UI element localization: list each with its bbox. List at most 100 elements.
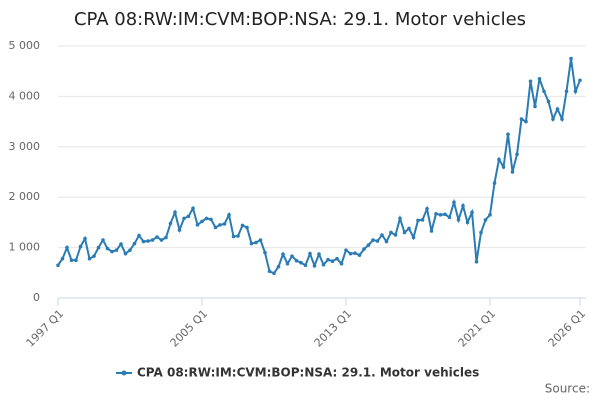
data-point — [236, 234, 240, 238]
data-point — [474, 259, 479, 264]
data-point — [123, 251, 128, 256]
data-point — [191, 206, 195, 211]
data-point — [420, 218, 425, 222]
data-point — [101, 238, 105, 242]
data-point — [141, 239, 146, 244]
data-point — [227, 213, 231, 217]
data-point — [456, 218, 461, 222]
y-tick-label: 1 000 — [9, 241, 41, 254]
data-point — [303, 263, 308, 268]
data-point — [506, 132, 510, 136]
data-point — [573, 89, 578, 94]
data-point — [479, 230, 483, 235]
data-point — [510, 170, 515, 174]
data-point — [515, 152, 519, 157]
data-point — [132, 241, 137, 246]
legend-marker — [121, 370, 127, 376]
data-point — [393, 233, 398, 237]
data-point — [69, 258, 74, 263]
data-point — [461, 203, 465, 208]
data-point — [429, 229, 434, 233]
data-point — [578, 78, 582, 83]
data-point — [245, 225, 249, 230]
data-point — [375, 239, 380, 243]
data-point — [564, 89, 569, 94]
data-point — [182, 216, 186, 221]
data-point — [204, 216, 209, 221]
legend: CPA 08:RW:IM:CVM:BOP:NSA: 29.1. Motor ve… — [116, 366, 479, 380]
data-point — [56, 263, 60, 268]
data-point — [281, 252, 285, 256]
data-point — [213, 225, 218, 230]
data-point — [569, 56, 573, 61]
y-tick-label: 0 — [33, 291, 40, 304]
y-tick-label: 3 000 — [9, 140, 41, 153]
data-point — [519, 117, 524, 121]
data-point — [114, 248, 119, 252]
data-point — [402, 230, 407, 235]
data-point — [537, 76, 542, 81]
data-point — [200, 219, 204, 224]
data-point — [65, 245, 69, 250]
data-point — [299, 260, 303, 265]
data-point — [344, 248, 348, 252]
data-point — [483, 218, 488, 222]
data-point — [353, 251, 357, 255]
data-point — [497, 157, 501, 162]
data-point — [357, 253, 362, 257]
data-point — [555, 107, 560, 111]
data-point — [186, 214, 191, 219]
data-point — [528, 79, 533, 84]
data-point — [443, 212, 447, 217]
data-point — [146, 239, 150, 243]
data-point — [263, 250, 267, 255]
data-point — [384, 239, 389, 244]
data-point — [276, 264, 281, 269]
data-point — [231, 234, 236, 239]
data-point — [348, 251, 353, 256]
data-point — [92, 254, 96, 258]
data-point — [96, 245, 101, 250]
data-point — [258, 238, 263, 242]
data-point — [164, 235, 168, 240]
data-point — [438, 213, 443, 217]
data-point — [240, 223, 245, 228]
data-point — [249, 241, 254, 246]
data-point — [335, 256, 339, 261]
data-point — [501, 165, 506, 169]
data-point — [326, 257, 330, 262]
data-point — [542, 89, 546, 94]
source: Source: — [545, 382, 590, 396]
data-point — [407, 226, 411, 231]
data-point — [267, 269, 272, 274]
data-point — [447, 215, 452, 220]
data-point — [321, 262, 326, 267]
data-point — [159, 238, 164, 242]
chart-title: CPA 08:RW:IM:CVM:BOP:NSA: 29.1. Motor ve… — [74, 9, 526, 30]
data-point — [488, 213, 492, 217]
data-point — [294, 258, 299, 263]
data-point — [366, 243, 371, 247]
data-point — [195, 223, 200, 227]
data-point — [524, 119, 528, 124]
data-point — [546, 99, 551, 104]
data-point — [398, 216, 402, 221]
data-point — [285, 261, 290, 266]
x-tick-label: 1997 Q1 — [24, 307, 67, 350]
data-point — [150, 238, 155, 242]
data-point — [87, 256, 92, 261]
data-point — [155, 235, 159, 239]
data-point — [173, 210, 177, 215]
series-line — [57, 58, 581, 275]
x-tick-label: 2005 Q1 — [168, 307, 211, 350]
data-point — [78, 244, 83, 249]
y-tick-label: 2 000 — [9, 190, 41, 203]
data-point — [308, 251, 312, 256]
data-point — [362, 247, 366, 251]
data-point — [254, 240, 258, 245]
data-point — [272, 271, 276, 276]
data-point — [290, 254, 294, 258]
data-point — [470, 210, 474, 215]
data-point — [416, 218, 420, 223]
data-point — [312, 263, 317, 268]
